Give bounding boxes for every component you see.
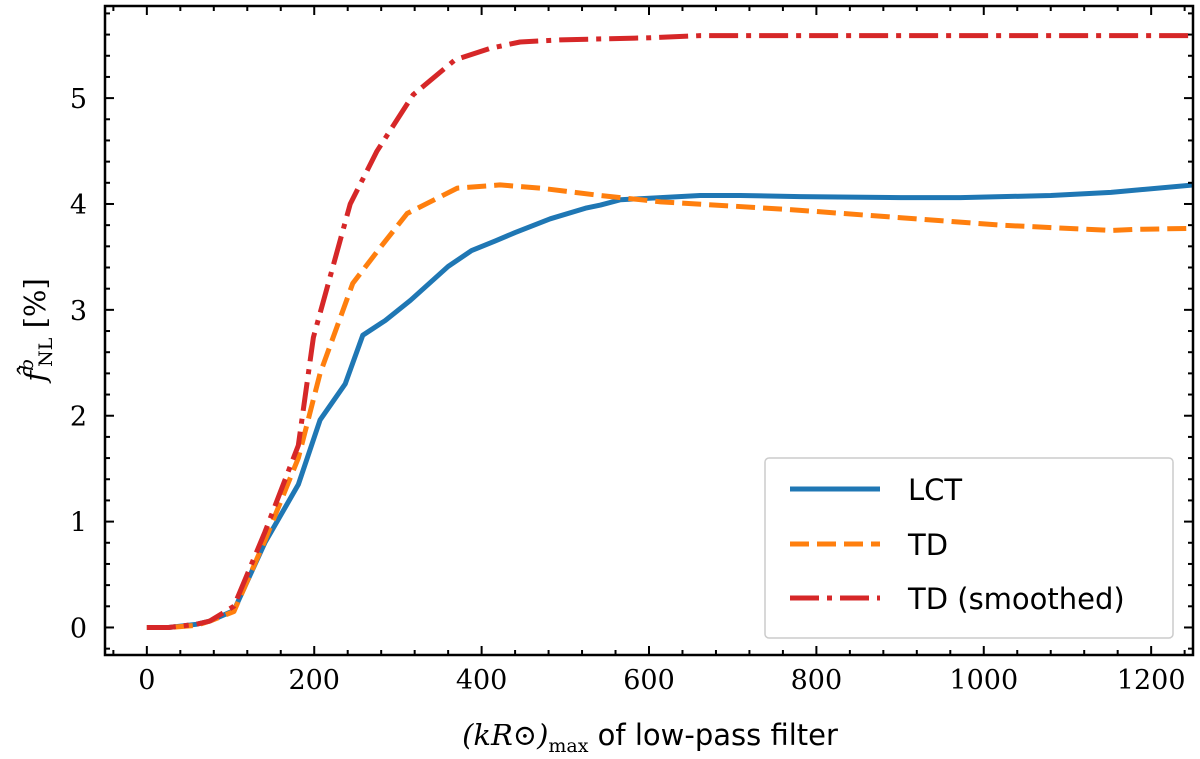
series-line-td-smoothed [146, 33, 1193, 630]
y-tick-label: 4 [70, 190, 87, 221]
y-tick-label: 3 [70, 296, 87, 327]
legend: LCT TD TD (smoothed) [764, 457, 1174, 639]
x-tick-label: 0 [138, 665, 155, 696]
y-tick-label: 2 [70, 402, 87, 433]
x-tick-label: 800 [791, 665, 843, 696]
y-tick-label: 5 [70, 84, 87, 115]
x-tick-label: 200 [288, 665, 340, 696]
legend-label-td-smoothed: TD (smoothed) [907, 582, 1125, 616]
legend-box [764, 457, 1174, 639]
x-tick-label: 1200 [1117, 665, 1186, 696]
x-tick-label: 600 [623, 665, 675, 696]
series-layer [146, 33, 1193, 630]
legend-label-td: TD [907, 528, 948, 562]
y-axis-label: f̂bNL [%] [16, 278, 57, 384]
x-tick-label: 400 [456, 665, 508, 696]
x-tick-label: 1000 [949, 665, 1018, 696]
ticks-layer: 0 200 400 600 800 1000 1200 0 1 2 3 4 5 [70, 6, 1193, 696]
legend-label-lct: LCT [908, 473, 962, 507]
series-line-td [146, 182, 1193, 630]
y-tick-label: 0 [70, 613, 87, 644]
y-tick-label: 1 [70, 508, 87, 539]
x-axis-label: (kR⊙)max of low-pass filter [462, 718, 838, 755]
